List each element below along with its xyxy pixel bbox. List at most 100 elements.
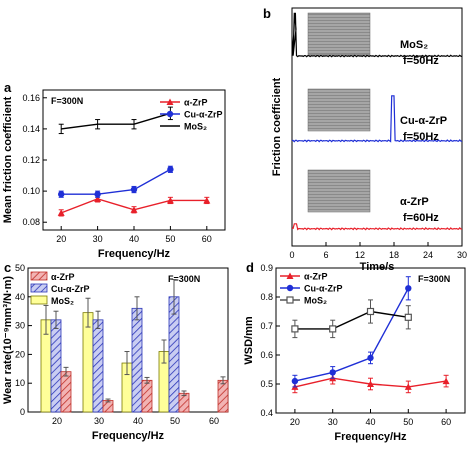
x-tick-label: 20 <box>56 234 66 244</box>
legend-label: Cu-α-ZrP <box>51 284 90 294</box>
sem-inset-image <box>307 12 371 56</box>
data-point <box>329 369 336 376</box>
bar <box>50 319 62 413</box>
bar <box>141 379 153 413</box>
data-point <box>94 191 101 198</box>
data-point <box>203 196 211 204</box>
trace-condition: f=60Hz <box>403 212 439 224</box>
y-tick-label: 0.8 <box>260 292 273 302</box>
x-tick-label: 40 <box>129 234 139 244</box>
trace-label: Cu-α-ZrP <box>400 115 447 127</box>
data-point <box>329 325 337 333</box>
x-tick-label: 30 <box>457 250 467 260</box>
legend-label: α-ZrP <box>304 272 328 282</box>
series-line <box>294 310 409 330</box>
x-axis-label: Frequency/Hz <box>92 430 165 442</box>
data-point <box>404 313 412 321</box>
data-point <box>166 196 174 204</box>
legend-marker <box>166 98 174 105</box>
legend-marker <box>166 110 174 118</box>
legend-label: MoS₂ <box>304 296 327 306</box>
load-annotation: F=300N <box>51 96 83 106</box>
panel-letter: d <box>246 260 254 275</box>
x-tick-label: 20 <box>290 417 300 427</box>
legend-marker <box>286 272 294 279</box>
x-tick-label: 18 <box>389 250 399 260</box>
x-tick-label: 40 <box>133 416 143 426</box>
y-tick-label: 0.16 <box>22 93 40 103</box>
x-tick-label: 30 <box>328 417 338 427</box>
x-tick-label: 20 <box>52 416 62 426</box>
data-point <box>367 354 374 362</box>
y-tick-label: 0.10 <box>22 186 40 196</box>
bar <box>60 371 72 413</box>
legend-label: Cu-α-ZrP <box>304 284 343 294</box>
x-tick-label: 50 <box>170 416 180 426</box>
y-tick-label: 0.12 <box>22 155 40 165</box>
x-tick-label: 6 <box>323 250 328 260</box>
data-point <box>442 377 450 385</box>
legend-swatch <box>30 295 48 305</box>
y-tick-label: 0.14 <box>22 124 40 134</box>
x-tick-label: 40 <box>365 417 375 427</box>
x-tick-label: 0 <box>289 250 294 260</box>
x-axis-label: Frequency/Hz <box>334 431 407 443</box>
x-tick-label: 60 <box>441 417 451 427</box>
data-point <box>167 166 174 173</box>
sem-inset-image <box>307 169 371 213</box>
legend-label: MoS₂ <box>51 296 74 306</box>
bar <box>92 319 104 413</box>
y-tick-label: 50 <box>15 263 25 273</box>
data-point <box>404 383 412 390</box>
friction-trace <box>291 12 463 58</box>
y-tick-label: 0.5 <box>260 379 273 389</box>
data-point <box>94 195 102 202</box>
series-line <box>294 287 409 382</box>
legend-marker <box>286 296 294 304</box>
panel-d: d 20 30 40 50 60 0.4 0.5 0.6 0.7 0.8 0.9 Frequency/H… <box>243 260 466 443</box>
x-tick-label: 50 <box>165 234 175 244</box>
y-tick-label: 0.9 <box>260 263 273 273</box>
data-point <box>367 380 374 387</box>
y-axis-label: WSD/mm <box>243 316 255 365</box>
panel-letter: a <box>4 80 12 95</box>
bar <box>82 312 94 413</box>
panel-letter: c <box>4 260 11 275</box>
panel-c: c 0 10 20 30 40 50 Frequency/Hz Wear rate(10⁻⁹mm… <box>2 260 229 442</box>
y-tick-label: 0.4 <box>260 408 273 418</box>
x-tick-label: 60 <box>202 234 212 244</box>
trace-label: MoS₂ <box>400 39 428 51</box>
data-point <box>291 325 299 333</box>
friction-trace <box>291 95 463 143</box>
y-axis-label: Mean friction coefficient <box>2 96 14 223</box>
legend-label: α-ZrP <box>51 272 75 282</box>
data-point <box>366 307 375 316</box>
plot-frame <box>291 7 463 247</box>
y-tick-label: 0.6 <box>260 350 273 360</box>
x-tick-label: 30 <box>93 234 103 244</box>
sem-inset-image <box>307 88 371 132</box>
panel-b: b 0 6 12 18 24 30 Time/s Friction coefficient MoS… <box>263 6 467 273</box>
y-axis-label: Wear rate(10⁻⁹mm³/N·m) <box>2 276 14 405</box>
panel-letter: b <box>263 6 271 21</box>
y-axis-label: Friction coefficient <box>271 77 283 176</box>
trace-condition: f=50Hz <box>403 131 439 143</box>
friction-trace <box>292 223 463 231</box>
load-annotation: F=300N <box>418 274 450 284</box>
y-tick-label: 10 <box>15 378 25 388</box>
data-point <box>58 191 65 198</box>
x-axis-label: Time/s <box>360 261 395 273</box>
load-annotation: F=300N <box>168 274 200 284</box>
legend-label: α-ZrP <box>184 98 208 108</box>
bar <box>178 392 190 413</box>
y-tick-label: 20 <box>15 349 25 359</box>
bar <box>131 307 143 413</box>
y-tick-label: 30 <box>15 321 25 331</box>
trace-condition: f=50Hz <box>403 55 439 67</box>
series-line <box>61 168 171 195</box>
y-tick-label: 0.08 <box>22 217 40 227</box>
x-tick-label: 24 <box>423 250 433 260</box>
data-point <box>405 285 412 292</box>
panel-a: a 20 30 40 50 60 0.08 0.10 0.12 0.14 0.16 Frequency… <box>2 80 226 260</box>
x-tick-label: 30 <box>94 416 104 426</box>
